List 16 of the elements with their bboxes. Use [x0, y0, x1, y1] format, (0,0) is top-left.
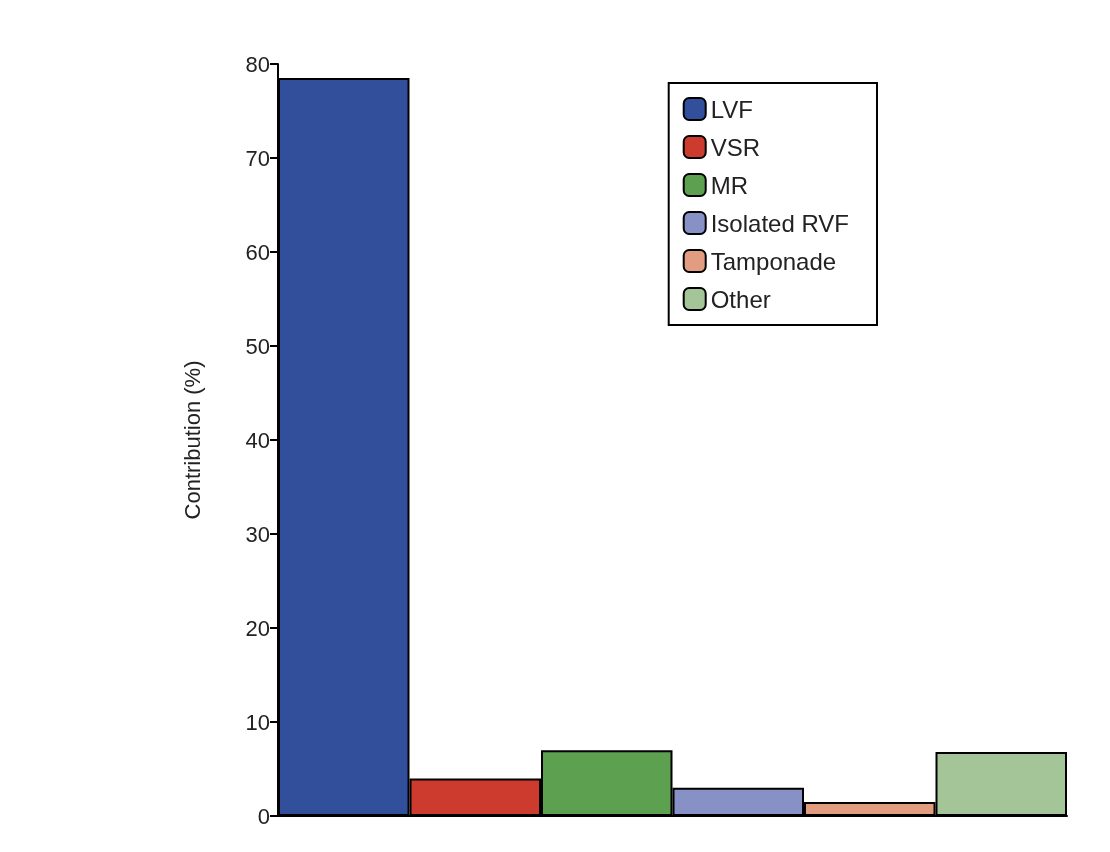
y-tick-label: 20: [245, 615, 270, 641]
legend-label: Tamponade: [710, 247, 837, 275]
y-tick-label: 0: [257, 803, 270, 829]
y-axis-title: Contribution (%): [179, 360, 205, 520]
y-tick-label: 60: [245, 239, 270, 265]
legend-label: LVF: [710, 95, 753, 123]
y-tick-label: 10: [245, 709, 270, 735]
y-tick-label: 30: [245, 521, 270, 547]
y-tick-label: 50: [245, 333, 270, 359]
y-tick-label: 80: [245, 51, 270, 77]
legend-label: MR: [710, 171, 749, 199]
legend-label: Isolated RVF: [710, 209, 849, 237]
legend-label: VSR: [710, 133, 761, 161]
y-tick-label: 70: [245, 145, 270, 171]
legend-label: Other: [710, 285, 771, 313]
y-tick-label: 40: [245, 427, 270, 453]
